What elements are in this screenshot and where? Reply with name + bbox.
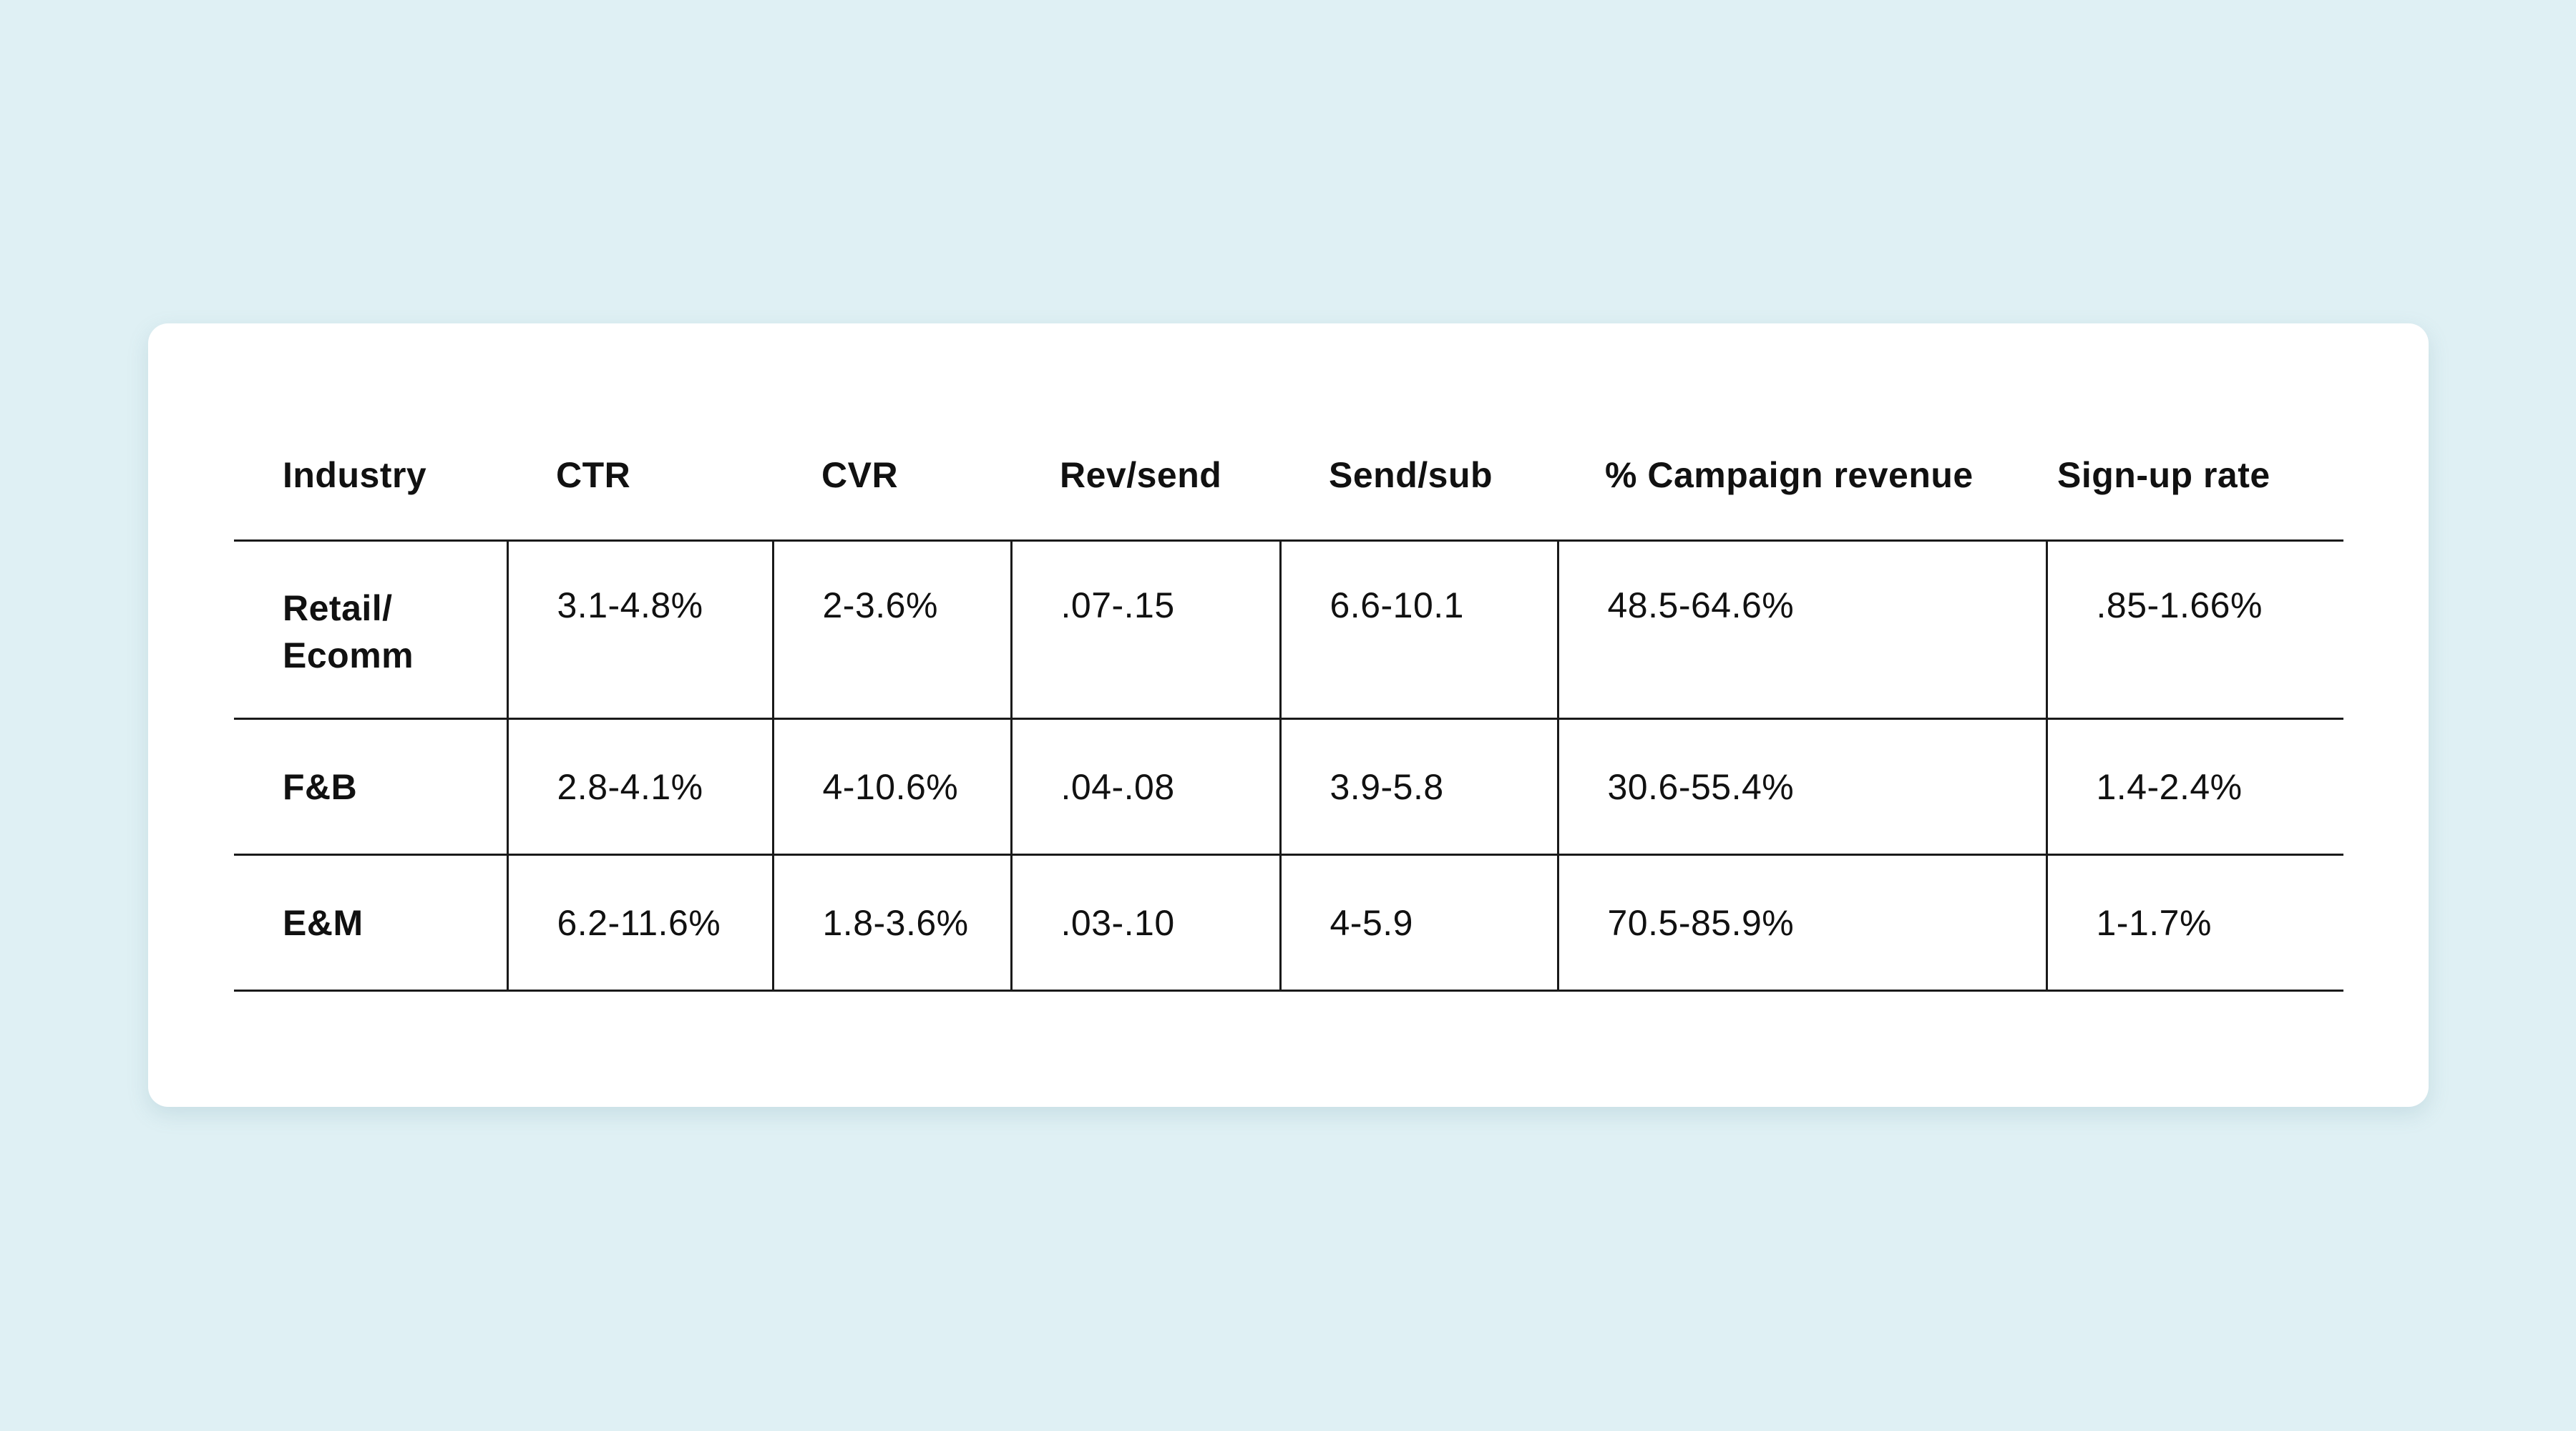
table-row: Retail/ Ecomm 3.1-4.8% 2-3.6% .07-.15 6.…: [234, 540, 2343, 720]
campaign-revenue-cell: 48.5-64.6%: [1556, 540, 2046, 720]
column-header-cvr: CVR: [773, 411, 1011, 542]
ctr-cell: 3.1-4.8%: [506, 540, 773, 720]
sign-up-rate-cell: 1.4-2.4%: [2045, 718, 2343, 856]
campaign-revenue-cell: 70.5-85.9%: [1556, 854, 2046, 992]
industry-cell: Retail/ Ecomm: [234, 540, 507, 720]
send-per-sub-cell: 6.6-10.1: [1279, 540, 1558, 720]
rev-per-send-cell: .04-.08: [1010, 718, 1280, 856]
cvr-cell: 2-3.6%: [771, 540, 1011, 720]
campaign-revenue-cell: 30.6-55.4%: [1556, 718, 2046, 856]
sign-up-rate-cell: .85-1.66%: [2045, 540, 2343, 720]
column-header-send-per-sub: Send/sub: [1280, 411, 1558, 542]
column-header-rev-per-send: Rev/send: [1011, 411, 1280, 542]
sign-up-rate-cell: 1-1.7%: [2045, 854, 2343, 992]
table-row: E&M 6.2-11.6% 1.8-3.6% .03-.10 4-5.9 70.…: [234, 854, 2343, 992]
table-header-row: Industry CTR CVR Rev/send Send/sub % Cam…: [234, 411, 2343, 542]
send-per-sub-cell: 4-5.9: [1279, 854, 1558, 992]
rev-per-send-cell: .07-.15: [1010, 540, 1280, 720]
table-row: F&B 2.8-4.1% 4-10.6% .04-.08 3.9-5.8 30.…: [234, 718, 2343, 856]
column-header-sign-up-rate: Sign-up rate: [2046, 411, 2343, 542]
benchmark-table: Industry CTR CVR Rev/send Send/sub % Cam…: [234, 411, 2343, 992]
table-card: Industry CTR CVR Rev/send Send/sub % Cam…: [148, 323, 2429, 1107]
ctr-cell: 2.8-4.1%: [506, 718, 773, 856]
rev-per-send-cell: .03-.10: [1010, 854, 1280, 992]
column-header-industry: Industry: [234, 411, 507, 542]
cvr-cell: 1.8-3.6%: [771, 854, 1011, 992]
cvr-cell: 4-10.6%: [771, 718, 1011, 856]
industry-cell: F&B: [234, 718, 507, 856]
industry-cell: E&M: [234, 854, 507, 992]
ctr-cell: 6.2-11.6%: [506, 854, 773, 992]
column-header-campaign-revenue: % Campaign revenue: [1558, 411, 2046, 542]
column-header-ctr: CTR: [507, 411, 773, 542]
send-per-sub-cell: 3.9-5.8: [1279, 718, 1558, 856]
